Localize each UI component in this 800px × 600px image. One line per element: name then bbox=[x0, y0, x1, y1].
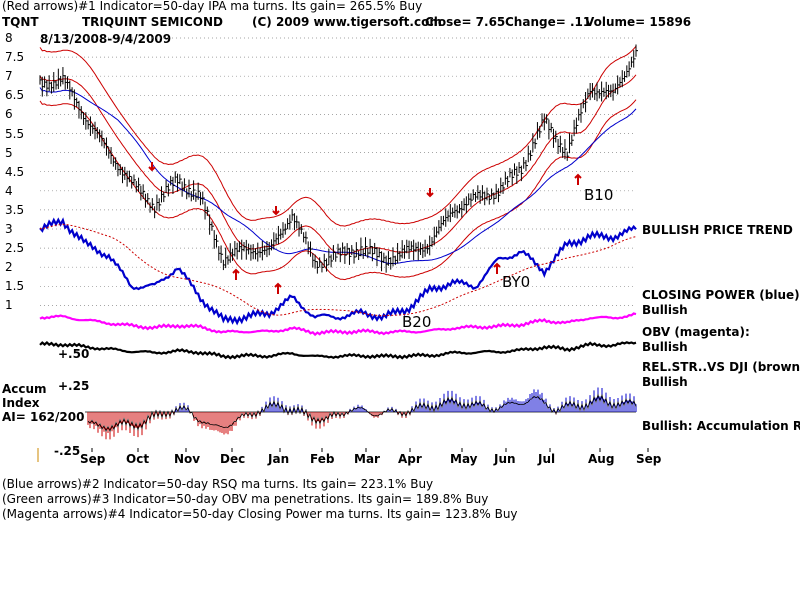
signal-arrow bbox=[574, 173, 582, 185]
obv-label: OBV (magenta): bbox=[642, 325, 750, 339]
signal-by0: BY0 bbox=[502, 273, 531, 291]
middle-band bbox=[39, 74, 637, 256]
indicator-line-3: (Green arrows)#3 Indicator=50-day OBV ma… bbox=[2, 492, 489, 506]
y-tick-label: 1.5 bbox=[5, 279, 25, 294]
volume-value: Volume= 15896 bbox=[585, 15, 692, 29]
accum-plus50: +.50 bbox=[58, 347, 90, 361]
month-label: May bbox=[450, 452, 478, 466]
y-tick-label: 5.5 bbox=[5, 126, 25, 141]
arrow-head bbox=[272, 210, 280, 216]
arrow-head bbox=[574, 173, 582, 179]
signal-arrow bbox=[272, 206, 280, 216]
y-tick-label: 6.5 bbox=[5, 88, 25, 103]
signal-arrow bbox=[426, 188, 434, 198]
obv-line bbox=[39, 312, 637, 337]
month-label: Sep bbox=[636, 452, 662, 466]
arrow-head bbox=[274, 282, 282, 288]
month-label: Jan bbox=[268, 452, 290, 466]
arrow-head bbox=[148, 166, 156, 172]
close-value: Close= 7.65 bbox=[425, 15, 506, 29]
arrow-head bbox=[232, 268, 240, 274]
accum-plus25: +.25 bbox=[58, 379, 90, 393]
arrow-head bbox=[426, 192, 434, 198]
indicator-line-1: (Red arrows)#1 Indicator=50-day IPA ma t… bbox=[2, 0, 423, 13]
signal-arrow bbox=[148, 162, 156, 172]
y-tick-label: 2 bbox=[5, 260, 13, 275]
rel-strength-label: REL.STR..VS DJI (brown): bbox=[642, 360, 800, 374]
obv-status: Bullish bbox=[642, 340, 688, 354]
month-label: Nov bbox=[174, 452, 201, 466]
arrow-head bbox=[493, 262, 501, 268]
y-tick-label: 1 bbox=[5, 298, 13, 313]
month-label: Jun bbox=[494, 452, 516, 466]
indicator-line-4: (Magenta arrows)#4 Indicator=50-day Clos… bbox=[2, 507, 518, 521]
closing-power-ma bbox=[39, 223, 637, 317]
closing-power-status: Bullish bbox=[642, 303, 688, 317]
date-range: 8/13/2008-9/4/2009 bbox=[40, 32, 172, 46]
ticker-symbol: TQNT bbox=[2, 15, 39, 29]
month-label: Feb bbox=[310, 452, 335, 466]
relative-strength-line bbox=[39, 341, 637, 360]
month-label: Dec bbox=[220, 452, 246, 466]
copyright-text: (C) 2009 www.tigersoft.com bbox=[252, 15, 442, 29]
y-tick-label: 5 bbox=[5, 145, 13, 160]
month-label: Mar bbox=[354, 452, 380, 466]
lower-band bbox=[39, 99, 637, 281]
signal-b10: B10 bbox=[584, 186, 614, 204]
month-label: Apr bbox=[398, 452, 422, 466]
accumulation-index bbox=[85, 387, 637, 440]
price-bars bbox=[39, 44, 638, 274]
change-value: Change= .11 bbox=[505, 15, 592, 29]
index-title: Index bbox=[2, 396, 40, 410]
y-tick-label: 8 bbox=[5, 31, 13, 45]
signal-arrow bbox=[493, 262, 501, 274]
month-label: Oct bbox=[126, 452, 150, 466]
y-tick-label: 6 bbox=[5, 107, 13, 122]
indicator-line-2: (Blue arrows)#2 Indicator=50-day RSQ ma … bbox=[2, 477, 434, 491]
company-name: TRIQUINT SEMICOND bbox=[82, 15, 223, 29]
accum-ma-line bbox=[87, 393, 637, 433]
accum-ai-value: AI= 162/200 bbox=[2, 410, 85, 424]
signal-b20: B20 bbox=[402, 313, 432, 331]
closing-power-label: CLOSING POWER (blue): bbox=[642, 288, 800, 302]
signal-arrow bbox=[232, 268, 240, 280]
closing-power-lines bbox=[39, 217, 637, 326]
y-tick-label: 7.5 bbox=[5, 50, 25, 65]
accum-title: Accum bbox=[2, 382, 47, 396]
rel-strength-status: Bullish bbox=[642, 375, 688, 389]
stock-chart bbox=[37, 37, 649, 462]
month-label: Jul bbox=[538, 452, 556, 466]
y-tick-label: 3.5 bbox=[5, 202, 25, 217]
price-trend-label: BULLISH PRICE TREND bbox=[642, 223, 793, 237]
y-tick-label: 4.5 bbox=[5, 164, 25, 179]
y-tick-label: 4 bbox=[5, 183, 13, 198]
signal-arrow bbox=[274, 282, 282, 294]
closing-power-line bbox=[39, 217, 637, 326]
y-tick-label: 7 bbox=[5, 69, 13, 84]
signal-arrows bbox=[148, 162, 582, 294]
x-axis bbox=[37, 448, 649, 462]
y-tick-label: 3 bbox=[5, 222, 13, 236]
obv-line bbox=[39, 312, 637, 337]
accum-minus25: -.25 bbox=[54, 444, 81, 458]
accumulation-status: Bullish: Accumulation Rising bbox=[642, 419, 800, 433]
rel-strength-line bbox=[39, 341, 637, 360]
upper-band bbox=[39, 45, 637, 227]
y-tick-label: 2.5 bbox=[5, 241, 25, 256]
month-label: Aug bbox=[588, 452, 615, 466]
month-label: Sep bbox=[80, 452, 106, 466]
